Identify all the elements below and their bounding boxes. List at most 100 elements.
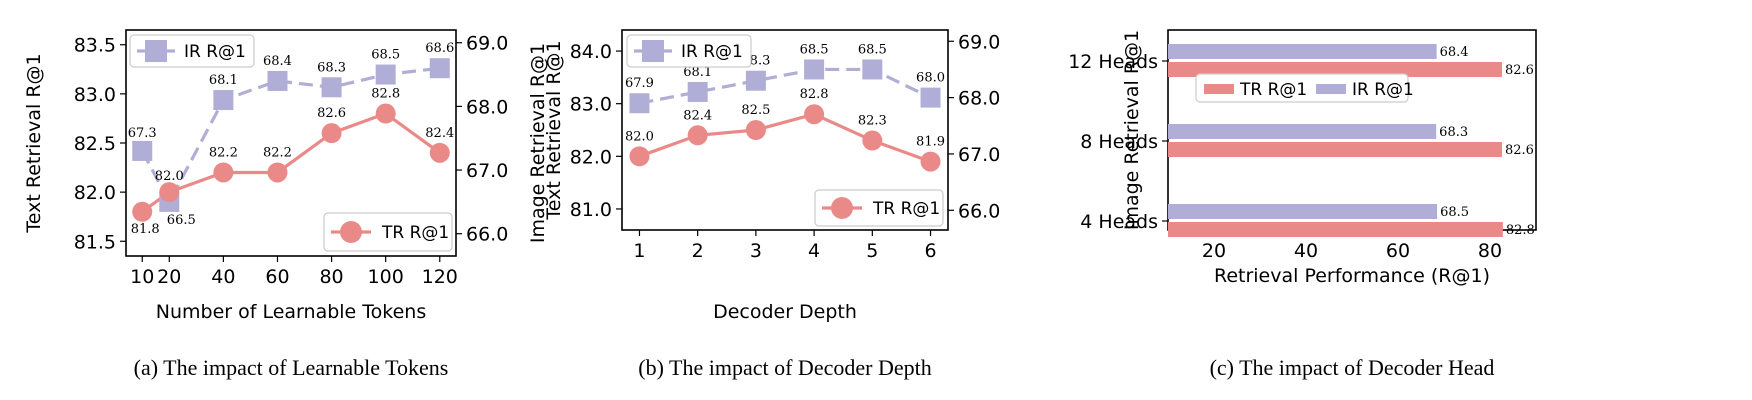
ir-point-marker xyxy=(920,87,941,108)
x-tick-label: 40 xyxy=(1294,240,1318,262)
caption-c: (c) The impact of Decoder Head xyxy=(1210,355,1495,380)
ir-point-marker xyxy=(375,64,396,85)
ir-point-marker xyxy=(429,58,450,79)
y-left-tick-label: 82.0 xyxy=(570,146,612,168)
ir-bar xyxy=(1168,204,1438,219)
ir-point-marker xyxy=(804,59,825,80)
ir-point-marker xyxy=(213,90,234,111)
y-left-tick-label: 81.5 xyxy=(74,231,116,253)
tr-point-marker xyxy=(159,182,180,203)
axes-ticks-a: 10 20 40 60 80 100 120 81.5 82.0 82.5 83.0 83.5 66.0… xyxy=(74,33,509,288)
tr-line-b xyxy=(638,112,932,164)
y-axis-right-title-a: Image Retrieval R@1 xyxy=(527,43,549,243)
tr-point-marker xyxy=(267,162,288,183)
legend-c: TR R@1 IR R@1 xyxy=(1195,73,1414,103)
y-left-tick-label: 83.0 xyxy=(74,84,116,106)
y-right-tick-label: 68.0 xyxy=(466,96,508,118)
tr-line-a xyxy=(141,111,441,214)
ir-point-marker xyxy=(745,70,766,91)
x-tick-label: 60 xyxy=(265,266,289,288)
plot-frame-b xyxy=(621,29,949,231)
legend-circle-icon xyxy=(340,221,362,243)
tr-data-label: 82.4 xyxy=(683,108,712,123)
x-tick-label: 10 xyxy=(130,266,154,288)
x-axis-title-c: Retrieval Performance (R@1) xyxy=(1214,265,1490,287)
legend-tr-b: TR R@1 xyxy=(814,189,944,227)
legend-ir-a: IR R@1 xyxy=(129,34,255,68)
tr-data-label: 82.4 xyxy=(425,126,454,141)
y-right-tick-label: 66.0 xyxy=(466,224,508,246)
y-axis-left-title-a: Text Retrieval R@1 xyxy=(23,53,45,233)
tr-data-label: 82.8 xyxy=(371,87,400,102)
tr-point-marker xyxy=(321,123,342,144)
panel-decoder-depth: 1 2 3 4 5 6 81.0 82.0 83.0 84.0 66.0 67.0 68.0 69.0 6… xyxy=(543,29,1143,380)
ir-bar xyxy=(1168,44,1437,59)
tr-data-label: 81.9 xyxy=(916,135,945,150)
legend-square-icon xyxy=(145,40,167,62)
ir-data-label: 68.0 xyxy=(916,71,945,86)
tr-point-marker xyxy=(687,125,708,146)
ir-point-marker xyxy=(862,59,883,80)
tr-point-marker xyxy=(132,201,153,222)
tr-point-marker xyxy=(745,120,766,140)
x-tick-label: 40 xyxy=(211,266,235,288)
tr-data-label: 82.0 xyxy=(155,169,184,184)
ir-data-label: 68.5 xyxy=(371,48,400,63)
ir-data-label: 68.3 xyxy=(317,60,346,75)
ir-point-marker xyxy=(267,70,288,91)
ir-data-label: 68.1 xyxy=(209,73,238,88)
tr-point-marker xyxy=(920,151,941,172)
tr-data-label: 82.2 xyxy=(209,145,238,160)
y-left-tick-label: 83.5 xyxy=(74,35,116,57)
ir-data-label: 67.9 xyxy=(625,76,654,91)
y-right-tick-label: 69.0 xyxy=(958,31,1000,53)
y-right-tick-label: 67.0 xyxy=(466,160,508,182)
tr-bar-label: 82.6 xyxy=(1505,63,1534,78)
x-tick-label: 80 xyxy=(1478,240,1502,262)
y-right-tick-label: 67.0 xyxy=(958,144,1000,166)
tr-data-label: 82.8 xyxy=(800,87,829,102)
legend-tr-label-a: TR R@1 xyxy=(381,223,449,243)
x-axis-title-a: Number of Learnable Tokens xyxy=(156,301,427,323)
tr-bar-label: 82.6 xyxy=(1505,143,1534,158)
x-axis-title-b: Decoder Depth xyxy=(713,301,857,323)
x-tick-label: 5 xyxy=(866,240,878,262)
tr-data-label: 82.0 xyxy=(625,129,654,144)
y-left-tick-label: 82.0 xyxy=(74,182,116,204)
ir-point-marker xyxy=(132,140,153,161)
legend-ir-b: IR R@1 xyxy=(626,34,752,68)
bars-c: 68.4 82.6 68.3 82.6 68.5 82.8 xyxy=(1168,44,1535,238)
legend-circle-icon xyxy=(831,197,853,219)
marks-b: 67.968.168.368.5 68.568.082.082.4 82.582.8… xyxy=(625,42,945,172)
legend-tr-a: TR R@1 xyxy=(323,212,453,252)
y-right-tick-label: 68.0 xyxy=(958,88,1000,110)
ir-data-label: 68.6 xyxy=(425,41,454,56)
legend-ir-label-a: IR R@1 xyxy=(184,42,246,62)
ir-data-label: 68.5 xyxy=(858,42,887,57)
y-left-tick-label: 81.0 xyxy=(570,199,612,221)
tr-bar-label: 82.8 xyxy=(1506,223,1535,238)
legend-tr-label-b: TR R@1 xyxy=(872,199,940,219)
x-tick-label: 2 xyxy=(692,240,704,262)
ir-point-marker xyxy=(629,93,650,114)
y-axis-left-title-b: Text Retrieval R@1 xyxy=(543,40,565,220)
x-tick-label: 100 xyxy=(368,266,404,288)
x-tick-label: 120 xyxy=(422,266,458,288)
ir-point-marker xyxy=(687,81,708,102)
caption-a: (a) The impact of Learnable Tokens xyxy=(134,355,449,380)
tr-data-label: 82.6 xyxy=(317,106,346,121)
tr-bar xyxy=(1168,222,1503,237)
tr-bar xyxy=(1168,142,1502,157)
axes-ticks-b: 1 2 3 4 5 6 81.0 82.0 83.0 84.0 66.0 67.0 68.0 69.0 xyxy=(570,31,1001,262)
legend-square-icon xyxy=(642,40,664,62)
tr-point-marker xyxy=(804,104,825,125)
legend-swatch-tr xyxy=(1204,84,1234,94)
ir-bar-label: 68.5 xyxy=(1440,205,1469,220)
legend-ir-label-c: IR R@1 xyxy=(1352,80,1414,100)
x-tick-label: 20 xyxy=(157,266,181,288)
category-label: 12 Heads xyxy=(1068,51,1158,73)
ir-data-label: 68.4 xyxy=(263,54,292,69)
tr-point-marker xyxy=(629,146,650,167)
category-label: 4 Heads xyxy=(1080,211,1158,233)
